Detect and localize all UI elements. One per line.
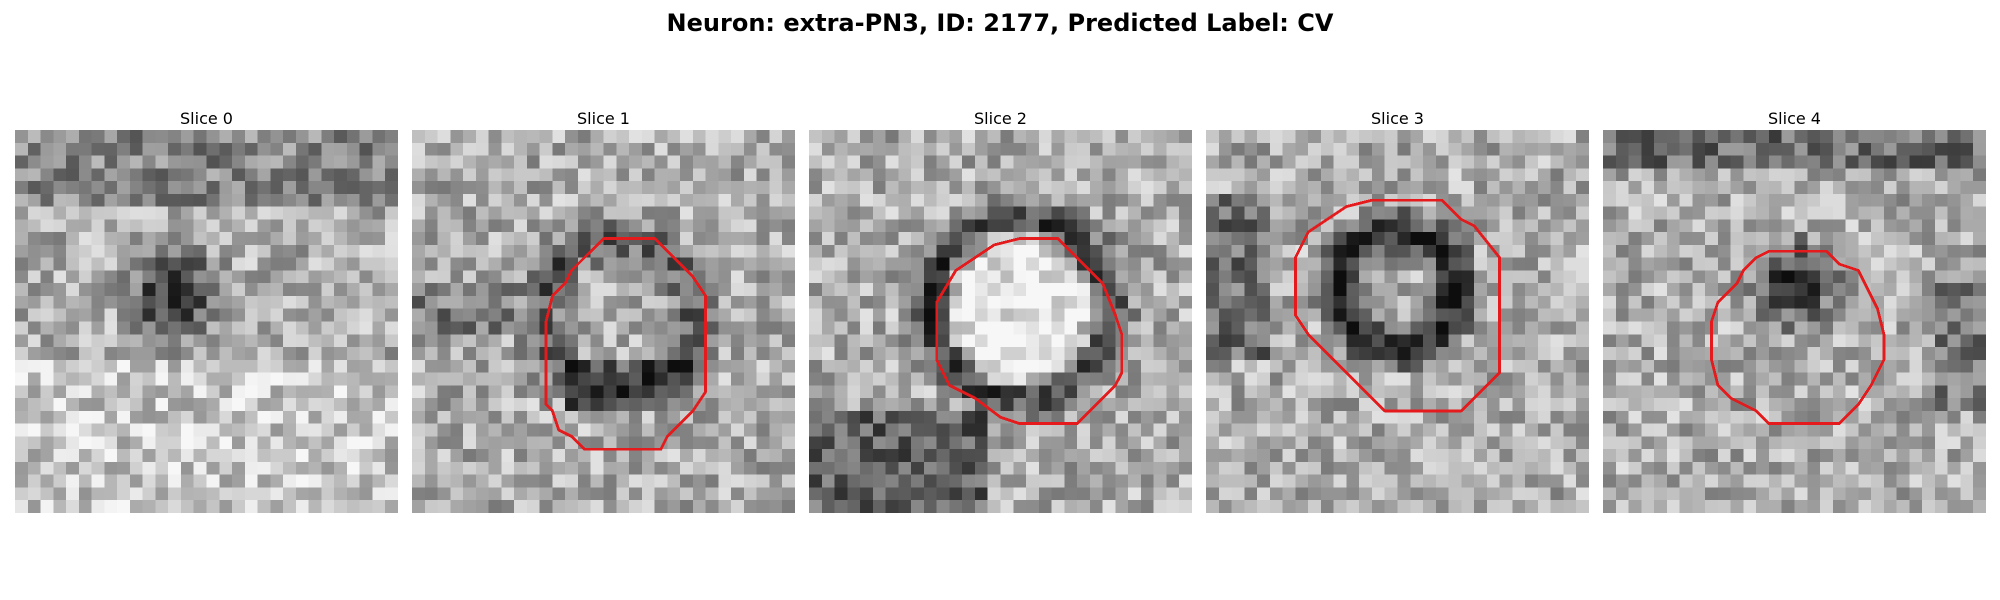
- slice-image: [15, 130, 398, 513]
- slice-panel-4: Slice 4: [1603, 108, 1986, 513]
- slice-panel-3: Slice 3: [1206, 108, 1589, 513]
- slice-title: Slice 3: [1371, 109, 1424, 128]
- slice-title: Slice 4: [1768, 109, 1821, 128]
- region-outline: [544, 237, 708, 451]
- region-outline: [935, 237, 1124, 426]
- region-outline: [1293, 198, 1502, 413]
- slice-image: [1603, 130, 1986, 513]
- slice-panel-2: Slice 2: [809, 108, 1192, 513]
- slice-image: [809, 130, 1192, 513]
- slice-title: Slice 0: [180, 109, 233, 128]
- slice-title: Slice 1: [577, 109, 630, 128]
- slice-title: Slice 2: [974, 109, 1027, 128]
- slice-panel-0: Slice 0: [15, 108, 398, 513]
- slice-image: [412, 130, 795, 513]
- figure-title: Neuron: extra-PN3, ID: 2177, Predicted L…: [666, 9, 1334, 37]
- region-outline: [1710, 249, 1886, 426]
- slice-image: [1206, 130, 1589, 513]
- slice-panel-1: Slice 1: [412, 108, 795, 513]
